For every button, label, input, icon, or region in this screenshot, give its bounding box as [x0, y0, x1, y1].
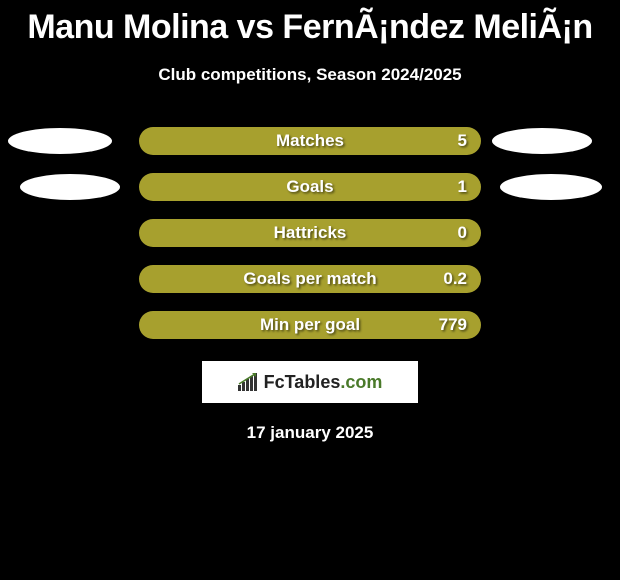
stat-bar: Goals 1: [139, 173, 481, 201]
page-subtitle: Club competitions, Season 2024/2025: [0, 65, 620, 85]
brand-inner: FcTables.com: [238, 372, 383, 393]
stat-row: Hattricks 0: [0, 219, 620, 247]
footer-date: 17 january 2025: [0, 423, 620, 443]
stat-label: Goals: [286, 177, 333, 197]
stat-value: 0.2: [443, 269, 467, 289]
player-right-marker: [492, 128, 592, 154]
stat-bar: Min per goal 779: [139, 311, 481, 339]
brand-badge[interactable]: FcTables.com: [202, 361, 418, 403]
stat-value: 0: [458, 223, 467, 243]
player-left-marker: [20, 174, 120, 200]
brand-text: FcTables.com: [264, 372, 383, 393]
stat-value: 1: [458, 177, 467, 197]
brand-suffix: .com: [340, 372, 382, 392]
player-right-marker: [500, 174, 602, 200]
stat-row: Min per goal 779: [0, 311, 620, 339]
stat-bar: Hattricks 0: [139, 219, 481, 247]
brand-main: FcTables: [264, 372, 341, 392]
stat-row: Matches 5: [0, 127, 620, 155]
stat-bar: Matches 5: [139, 127, 481, 155]
stat-value: 779: [439, 315, 467, 335]
stat-value: 5: [458, 131, 467, 151]
page-title: Manu Molina vs FernÃ¡ndez MeliÃ¡n: [0, 0, 620, 47]
stat-row: Goals 1: [0, 173, 620, 201]
stat-bar: Goals per match 0.2: [139, 265, 481, 293]
stat-row: Goals per match 0.2: [0, 265, 620, 293]
stat-label: Goals per match: [243, 269, 376, 289]
stat-label: Hattricks: [274, 223, 347, 243]
stat-label: Matches: [276, 131, 344, 151]
stats-list: Matches 5 Goals 1 Hattricks 0 Goals per …: [0, 127, 620, 339]
bar-chart-icon: [238, 373, 260, 391]
player-left-marker: [8, 128, 112, 154]
stat-label: Min per goal: [260, 315, 360, 335]
